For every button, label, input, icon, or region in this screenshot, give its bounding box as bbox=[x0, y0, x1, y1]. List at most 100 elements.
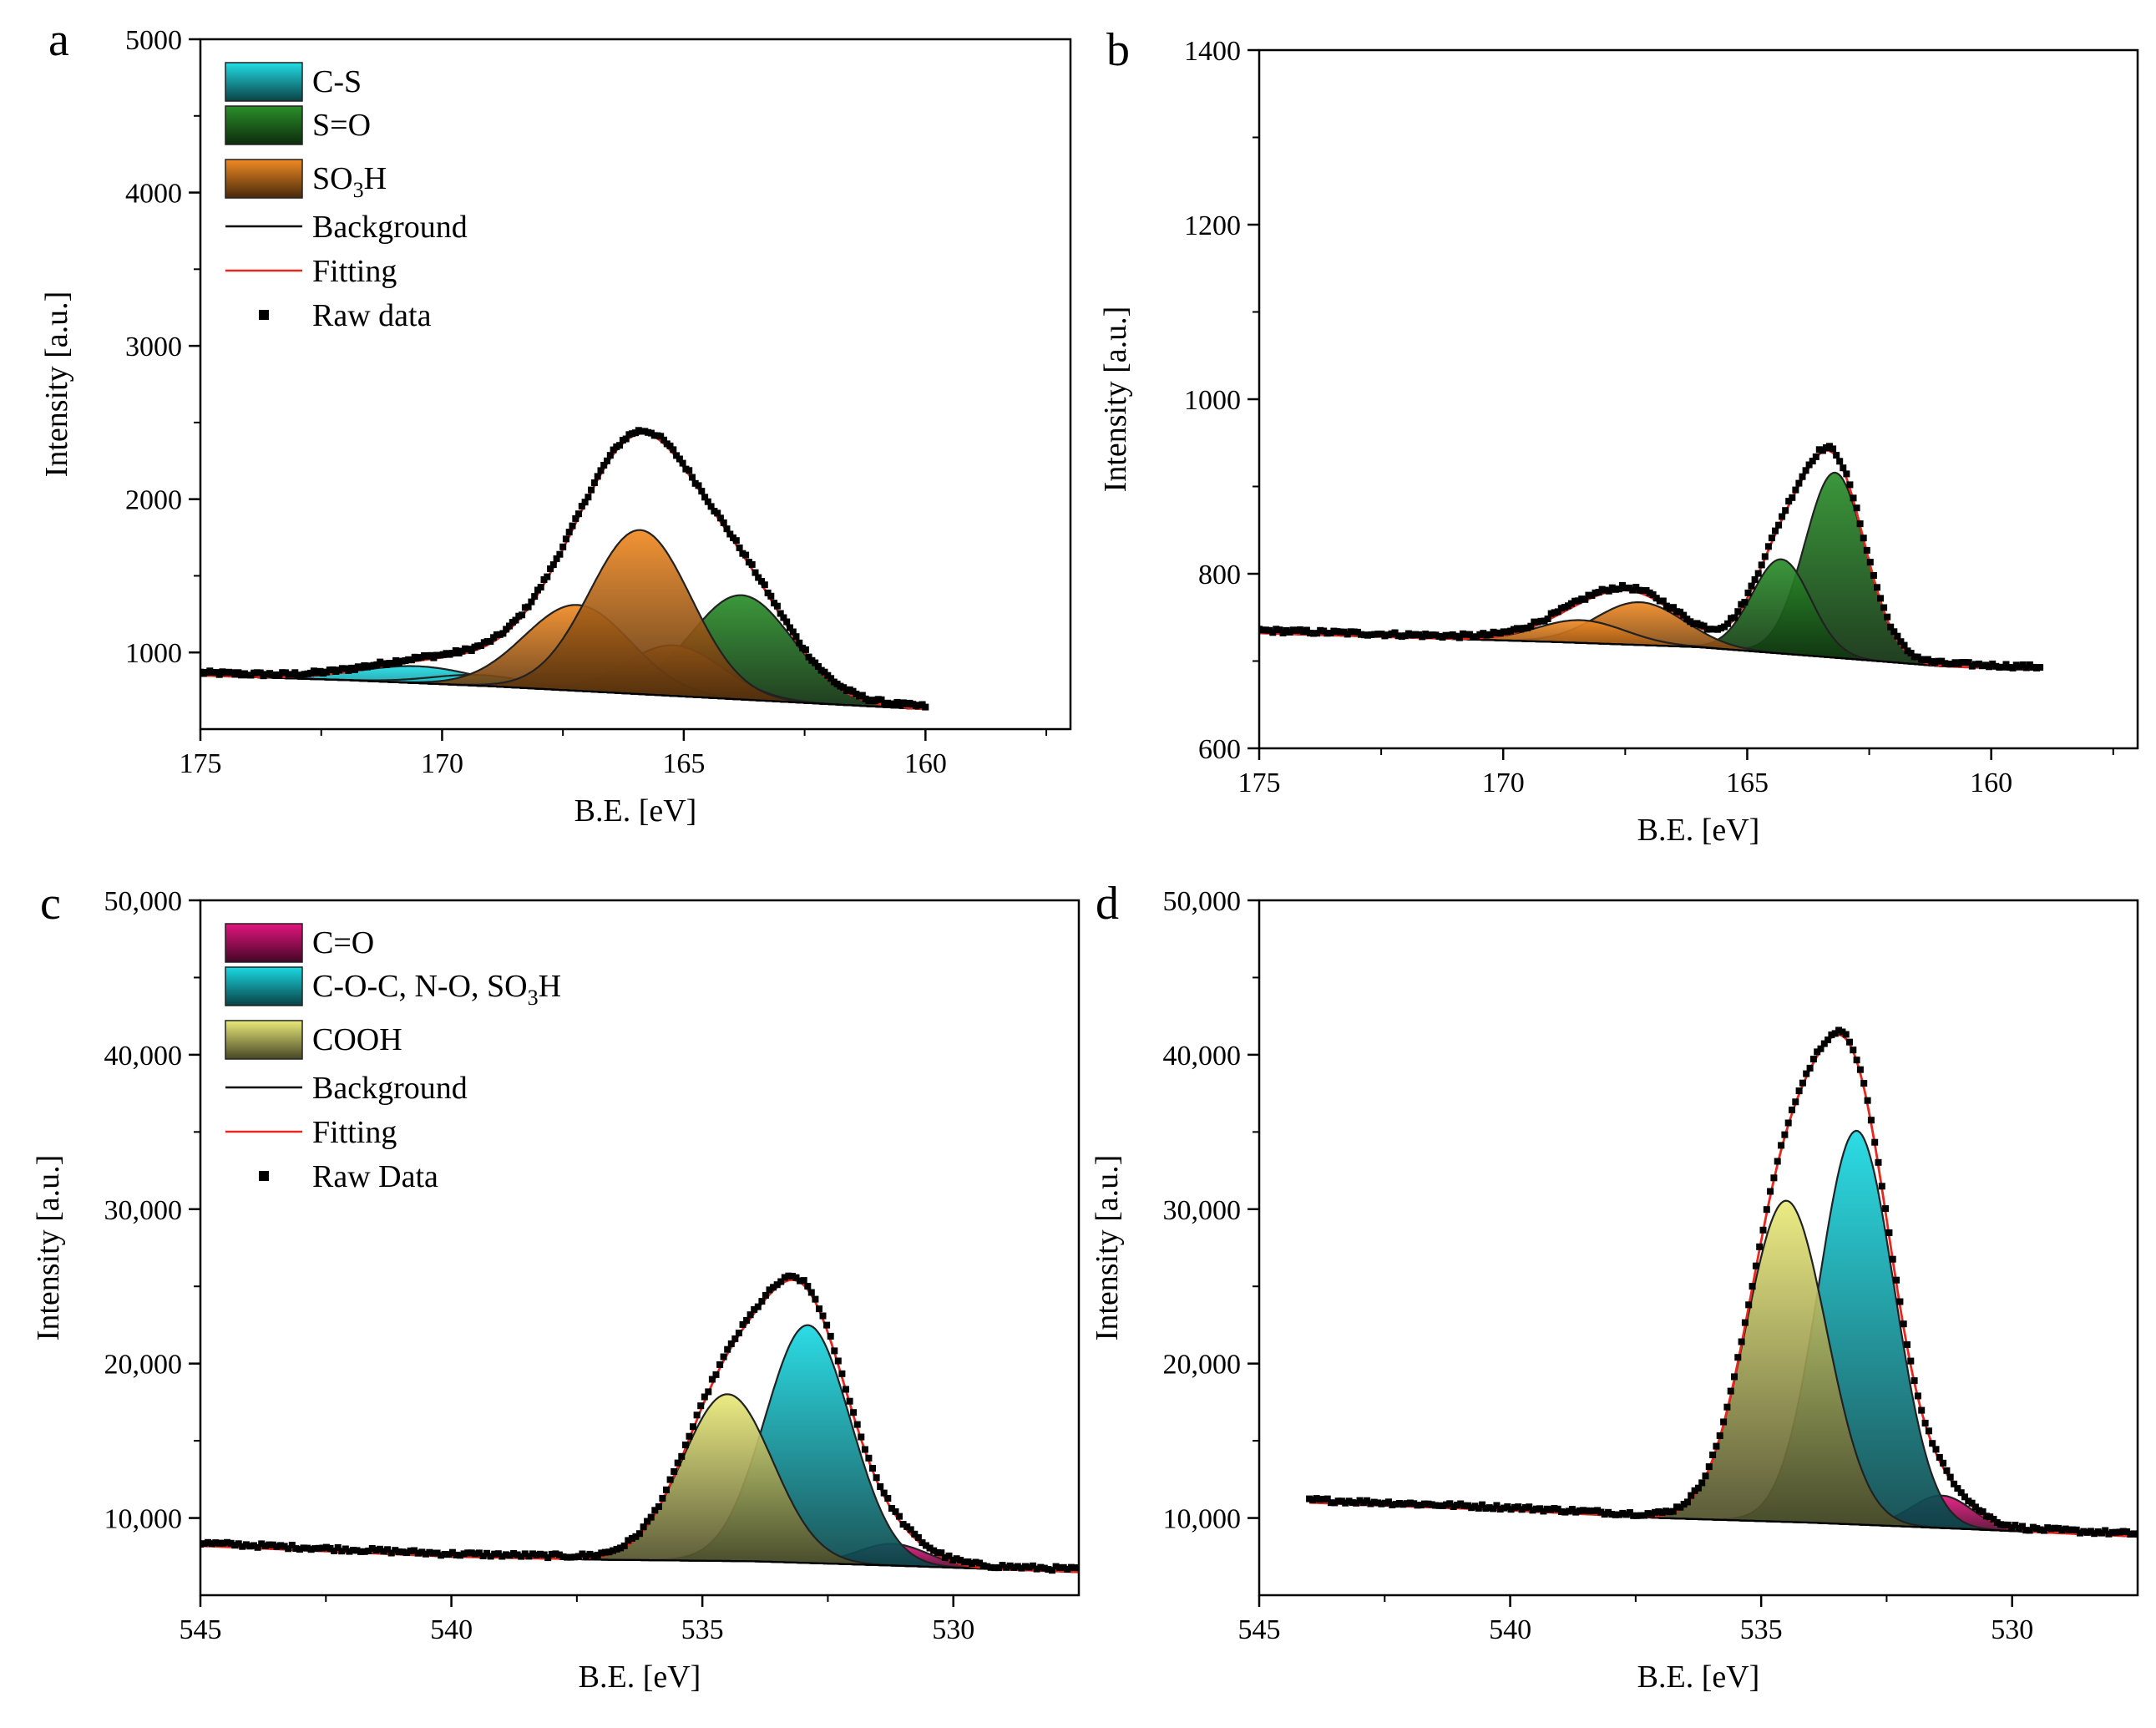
raw-point bbox=[1554, 608, 1561, 616]
raw-point bbox=[277, 1542, 285, 1549]
raw-point bbox=[770, 1284, 777, 1291]
legend-label: C-S bbox=[312, 64, 362, 99]
raw-point bbox=[1452, 632, 1460, 640]
raw-point bbox=[1471, 1502, 1479, 1510]
raw-point bbox=[878, 696, 885, 703]
raw-point bbox=[1779, 513, 1786, 520]
raw-point bbox=[1518, 1506, 1526, 1513]
raw-point bbox=[1421, 1500, 1429, 1508]
raw-point bbox=[797, 1277, 804, 1285]
raw-point bbox=[1632, 584, 1640, 591]
raw-point bbox=[1914, 1392, 1921, 1400]
raw-point bbox=[846, 1397, 853, 1405]
raw-point bbox=[1263, 626, 1270, 634]
raw-point bbox=[361, 1548, 368, 1555]
raw-point bbox=[338, 1548, 346, 1555]
plot-area-b bbox=[1259, 443, 2044, 671]
raw-point bbox=[964, 1558, 972, 1565]
raw-point bbox=[1582, 595, 1589, 603]
raw-point bbox=[235, 1540, 242, 1548]
raw-point bbox=[1551, 1505, 1558, 1512]
legend-label: Background bbox=[312, 1071, 468, 1106]
legend-c: C=O C-O-C, N-O, SO3H COOH Background Fitting… bbox=[225, 923, 561, 1194]
raw-point bbox=[506, 622, 513, 630]
raw-point bbox=[1925, 1427, 1932, 1435]
raw-point bbox=[579, 1550, 586, 1558]
raw-point bbox=[1568, 1506, 1576, 1513]
raw-point bbox=[499, 630, 507, 637]
raw-point bbox=[1795, 1087, 1803, 1095]
raw-point bbox=[288, 1542, 296, 1548]
raw-point bbox=[1728, 615, 1735, 622]
y-tick-label: 40,000 bbox=[1163, 1041, 1242, 1072]
raw-point bbox=[2098, 1529, 2105, 1537]
raw-point bbox=[483, 1549, 490, 1557]
raw-point bbox=[934, 1548, 941, 1556]
raw-point bbox=[1320, 627, 1328, 635]
raw-point bbox=[512, 616, 519, 624]
raw-point bbox=[342, 1545, 349, 1553]
raw-point bbox=[395, 1548, 402, 1555]
raw-point bbox=[441, 1551, 448, 1558]
plot-area-c bbox=[200, 1272, 1079, 1574]
raw-point bbox=[679, 459, 686, 467]
raw-point bbox=[1885, 1229, 1893, 1236]
raw-point bbox=[1996, 664, 2003, 671]
raw-point bbox=[1772, 527, 1779, 535]
legend-label: Raw Data bbox=[312, 1159, 438, 1194]
raw-point bbox=[1716, 1432, 1723, 1439]
raw-point bbox=[1637, 1512, 1644, 1519]
raw-point bbox=[1917, 656, 1925, 663]
raw-point bbox=[1514, 625, 1521, 632]
y-tick-label: 40,000 bbox=[104, 1041, 183, 1072]
raw-point bbox=[865, 1454, 873, 1462]
raw-point bbox=[407, 1547, 414, 1554]
raw-point bbox=[1296, 626, 1303, 633]
raw-point bbox=[1989, 660, 1997, 667]
raw-point bbox=[1763, 1206, 1770, 1214]
raw-point bbox=[1945, 661, 1952, 667]
legend-marker bbox=[259, 1171, 269, 1181]
raw-point bbox=[506, 1552, 514, 1559]
raw-point bbox=[224, 1538, 230, 1546]
raw-point bbox=[1579, 1507, 1587, 1514]
raw-point bbox=[1439, 634, 1446, 641]
raw-point bbox=[1633, 1512, 1641, 1519]
raw-point bbox=[1738, 1338, 1745, 1345]
raw-point bbox=[789, 1273, 796, 1280]
x-tick-label: 160 bbox=[904, 748, 947, 779]
raw-point bbox=[720, 519, 727, 526]
raw-point bbox=[1878, 1183, 1885, 1190]
raw-point bbox=[1721, 623, 1728, 631]
raw-point bbox=[1030, 1562, 1037, 1569]
x-axis-label: B.E. [eV] bbox=[579, 1660, 701, 1695]
raw-point bbox=[1731, 1373, 1738, 1381]
raw-point bbox=[411, 1547, 418, 1554]
legend-label: Fitting bbox=[312, 1115, 397, 1150]
raw-point bbox=[1741, 1319, 1749, 1326]
panel-letter: c bbox=[40, 878, 61, 930]
raw-point bbox=[583, 1553, 590, 1559]
raw-point bbox=[315, 1544, 322, 1552]
raw-point bbox=[479, 1553, 487, 1559]
raw-point bbox=[2033, 1525, 2041, 1533]
raw-point bbox=[1334, 1497, 1342, 1505]
raw-point bbox=[1521, 1504, 1529, 1511]
raw-point bbox=[834, 1357, 842, 1365]
y-tick-label: 800 bbox=[1198, 560, 1241, 590]
raw-point bbox=[1504, 1503, 1511, 1510]
raw-point bbox=[1774, 1158, 1781, 1165]
raw-point bbox=[1828, 1031, 1835, 1039]
raw-point bbox=[1979, 1508, 1986, 1515]
raw-point bbox=[2004, 1521, 2012, 1528]
raw-point bbox=[1439, 1502, 1446, 1509]
raw-point bbox=[2087, 1528, 2094, 1535]
y-axis-label: Intensity [a.u.] bbox=[1098, 307, 1133, 493]
raw-point bbox=[1761, 553, 1769, 560]
raw-point bbox=[843, 1386, 849, 1393]
raw-point bbox=[1364, 1497, 1371, 1504]
raw-point bbox=[569, 522, 576, 530]
raw-point bbox=[1003, 1563, 1010, 1571]
raw-point bbox=[1342, 1499, 1349, 1507]
raw-point bbox=[525, 1553, 533, 1560]
